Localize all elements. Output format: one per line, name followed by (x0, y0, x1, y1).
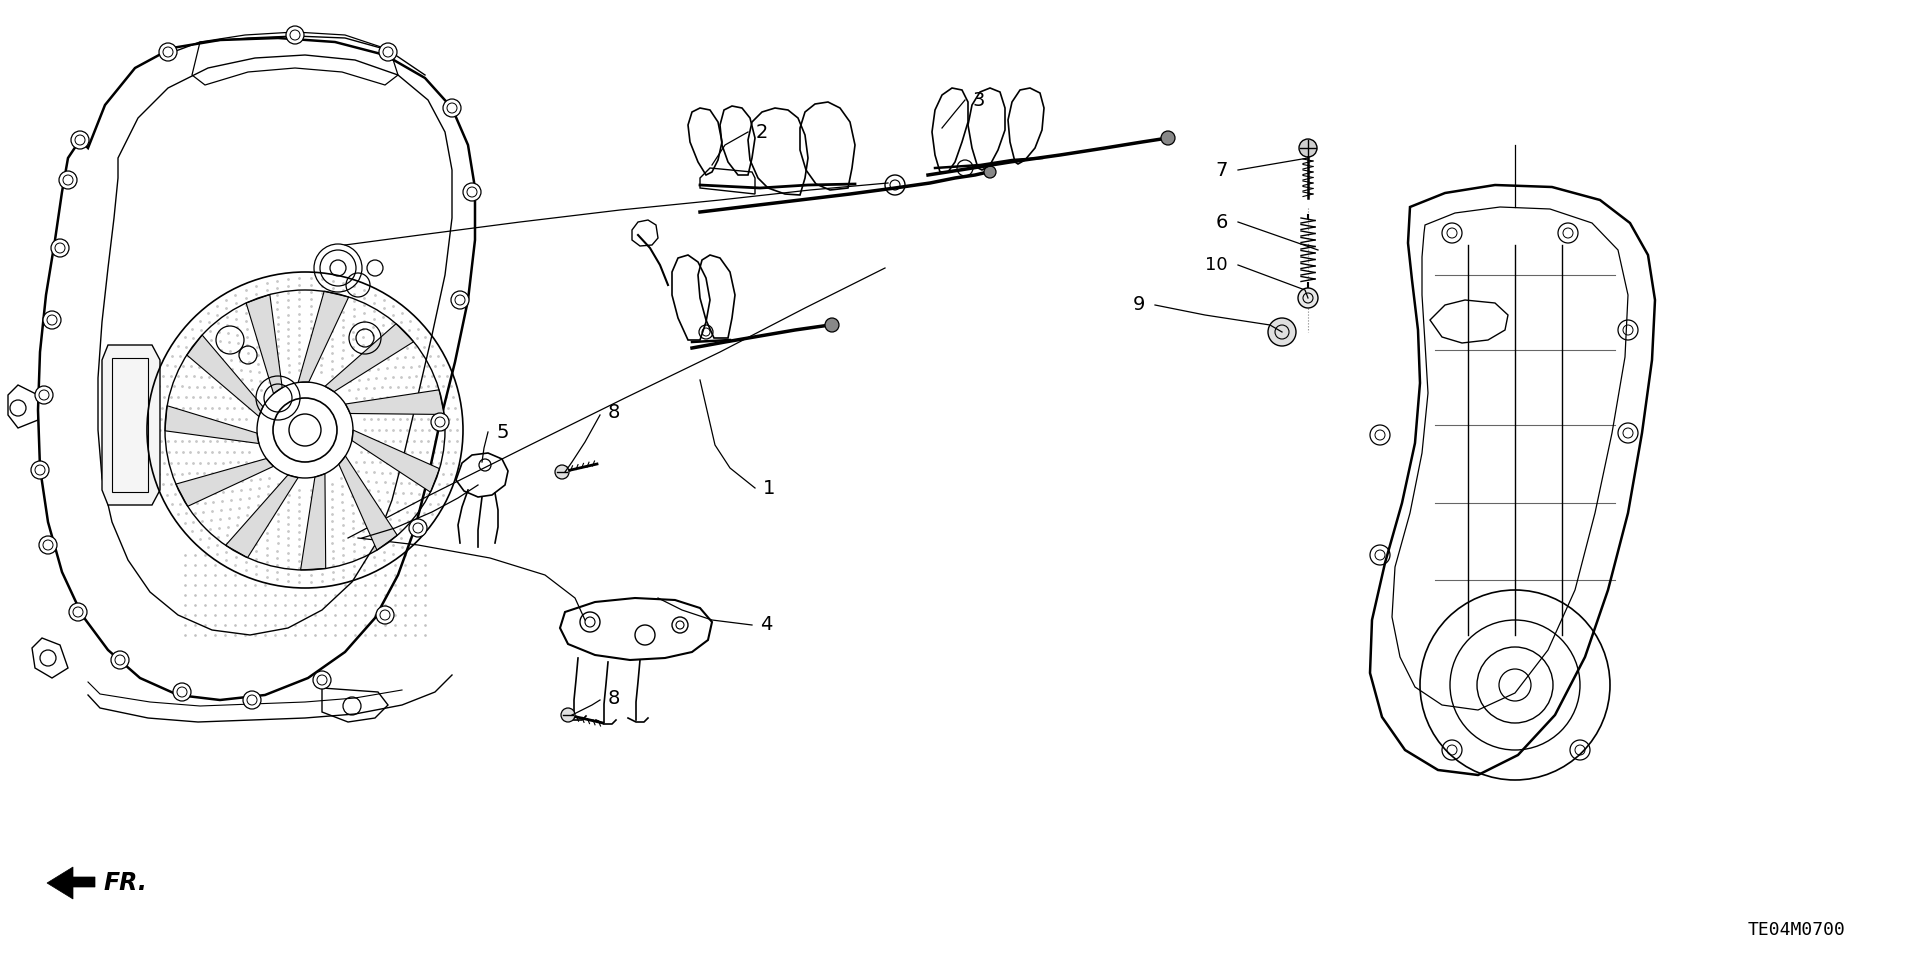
Polygon shape (186, 335, 263, 416)
Polygon shape (338, 456, 397, 550)
Circle shape (1162, 131, 1175, 145)
Text: 4: 4 (760, 616, 772, 635)
Circle shape (35, 386, 54, 404)
Circle shape (38, 536, 58, 554)
Polygon shape (177, 458, 273, 506)
Text: 7: 7 (1215, 160, 1229, 179)
Text: 9: 9 (1133, 295, 1144, 315)
Polygon shape (324, 324, 413, 391)
Polygon shape (246, 294, 282, 394)
Polygon shape (351, 430, 440, 492)
Text: 10: 10 (1206, 256, 1229, 274)
Text: 8: 8 (609, 403, 620, 422)
Circle shape (561, 708, 574, 722)
Circle shape (60, 171, 77, 189)
Circle shape (1267, 318, 1296, 346)
Circle shape (173, 683, 190, 701)
Polygon shape (165, 406, 259, 443)
Text: 8: 8 (609, 689, 620, 708)
Text: 5: 5 (495, 423, 509, 441)
Polygon shape (301, 474, 326, 570)
Circle shape (1300, 139, 1317, 157)
Circle shape (409, 519, 426, 537)
Text: 2: 2 (756, 123, 768, 142)
Circle shape (555, 465, 568, 479)
Circle shape (430, 413, 449, 431)
Circle shape (826, 318, 839, 332)
Circle shape (463, 183, 482, 201)
Polygon shape (46, 867, 94, 899)
Text: TE04M0700: TE04M0700 (1747, 921, 1845, 939)
Text: FR.: FR. (104, 871, 146, 895)
Circle shape (71, 131, 88, 149)
Text: 6: 6 (1215, 213, 1229, 231)
Circle shape (286, 26, 303, 44)
Polygon shape (102, 345, 159, 505)
Polygon shape (227, 475, 298, 558)
Polygon shape (346, 389, 444, 414)
Circle shape (244, 691, 261, 709)
Circle shape (983, 166, 996, 178)
Circle shape (451, 291, 468, 309)
Circle shape (111, 651, 129, 669)
Circle shape (1298, 288, 1317, 308)
Text: 3: 3 (973, 90, 985, 109)
Circle shape (159, 43, 177, 61)
Circle shape (444, 99, 461, 117)
Circle shape (52, 239, 69, 257)
Circle shape (69, 603, 86, 621)
Circle shape (31, 461, 50, 479)
Text: 1: 1 (762, 479, 776, 498)
Circle shape (376, 606, 394, 624)
Circle shape (313, 671, 330, 689)
Polygon shape (298, 292, 349, 383)
Circle shape (378, 43, 397, 61)
Circle shape (42, 311, 61, 329)
